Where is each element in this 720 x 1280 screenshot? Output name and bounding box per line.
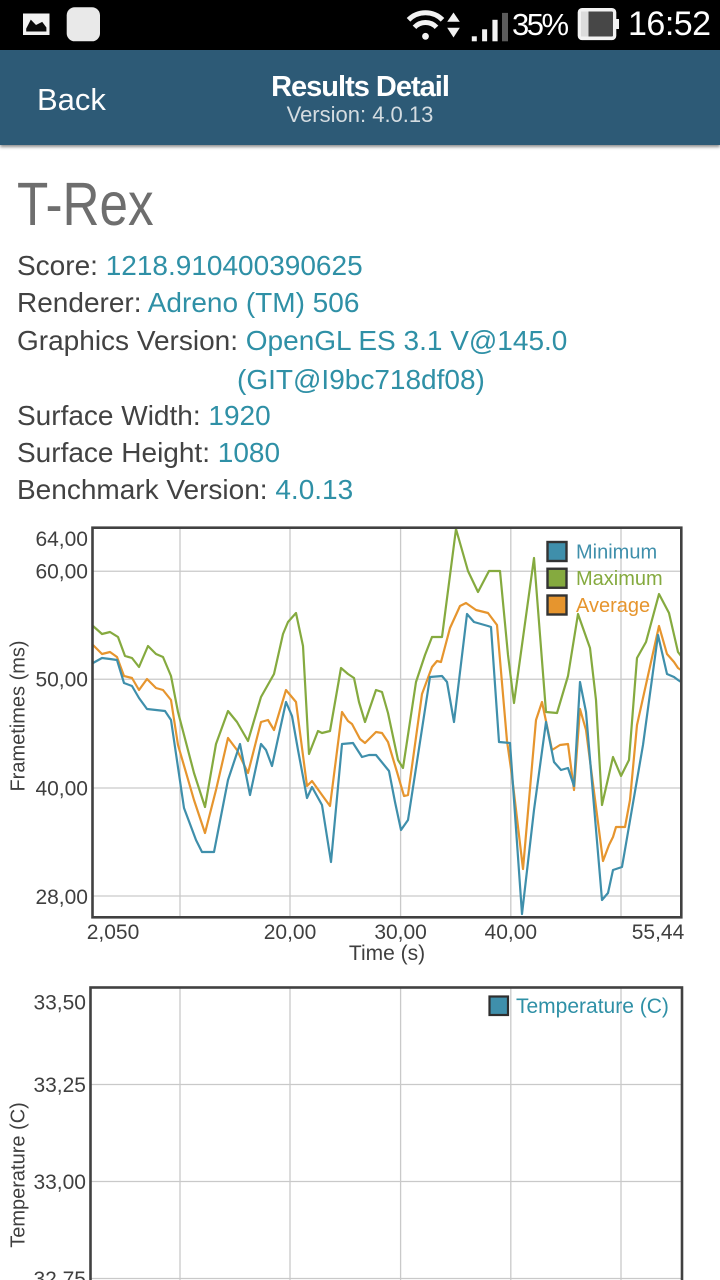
svg-text:Maximum: Maximum <box>576 568 663 590</box>
svg-text:32,75: 32,75 <box>33 1268 86 1280</box>
svg-text:33,25: 33,25 <box>33 1074 86 1097</box>
svg-text:Average: Average <box>576 595 650 617</box>
svg-text:20,00: 20,00 <box>264 921 317 944</box>
svg-text:Temperature (C): Temperature (C) <box>516 995 669 1018</box>
svg-text:Time (s): Time (s) <box>349 942 425 965</box>
svg-text:30,00: 30,00 <box>374 921 427 944</box>
svg-text:33,50: 33,50 <box>33 992 86 1015</box>
svg-text:55,44: 55,44 <box>632 921 685 944</box>
svg-text:33,00: 33,00 <box>33 1171 86 1194</box>
svg-text:50,00: 50,00 <box>35 669 88 692</box>
svg-text:40,00: 40,00 <box>485 921 538 944</box>
svg-text:28,00: 28,00 <box>35 886 88 909</box>
svg-text:64,00: 64,00 <box>35 528 88 551</box>
svg-text:Frametimes (ms): Frametimes (ms) <box>8 640 30 791</box>
svg-text:2,050: 2,050 <box>87 921 140 944</box>
svg-text:60,00: 60,00 <box>35 561 88 584</box>
svg-text:Temperature (C): Temperature (C) <box>8 1102 30 1248</box>
svg-text:40,00: 40,00 <box>35 777 88 800</box>
svg-text:Minimum: Minimum <box>576 542 657 564</box>
